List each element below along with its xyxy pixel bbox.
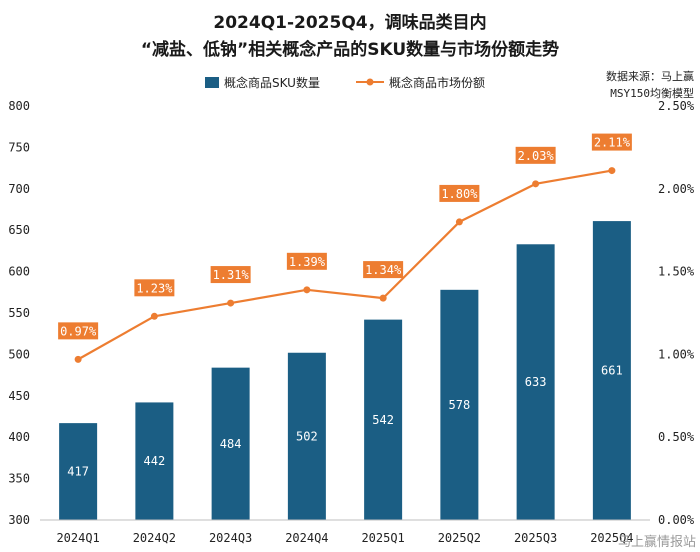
pct-label-box [210, 266, 251, 284]
pct-label: 2.11% [594, 136, 631, 150]
pct-label-box [439, 184, 480, 202]
right-tick-label: 2.50% [658, 99, 695, 113]
share-point [303, 286, 311, 294]
category-axis: 2024Q1 2024Q2 2024Q3 2024Q4 2025Q1 2025Q2 2025… [56, 531, 633, 545]
pct-label-box [134, 279, 175, 297]
pct-label: 1.39% [289, 255, 326, 269]
left-tick-label: 550 [8, 306, 30, 320]
chart-title-line1: 2024Q1-2025Q4，调味品类目内 [213, 12, 486, 33]
share-point [227, 299, 235, 307]
line-series [74, 167, 616, 363]
right-tick-label: 1.50% [658, 265, 695, 279]
pct-label: 1.23% [136, 281, 173, 295]
left-tick-label: 450 [8, 389, 30, 403]
pct-label: 1.34% [365, 263, 402, 277]
pct-label: 0.97% [60, 324, 97, 338]
right-tick-label: 0.50% [658, 430, 695, 444]
right-tick-label: 1.00% [658, 347, 695, 361]
pct-label-box [591, 133, 632, 151]
pct-labels: 0.97% 1.23% 1.31% 1.39% 1.34% 1.80% 2.03% 2.11% [58, 133, 632, 340]
bar-value-label: 542 [372, 413, 394, 427]
pct-label: 1.80% [441, 187, 478, 201]
right-tick-label: 0.00% [658, 513, 695, 527]
bar-value-label: 484 [220, 437, 242, 451]
bar-value-label: 442 [144, 454, 166, 468]
left-axis: 300 350 400 450 500 550 600 650 700 750 800 [8, 99, 30, 527]
bar-value-label: 661 [601, 364, 623, 378]
legend-bar-label: 概念商品SKU数量 [224, 75, 320, 90]
share-line [77, 169, 613, 361]
legend-bar-swatch [205, 77, 219, 88]
bar-series [59, 221, 631, 521]
left-tick-label: 600 [8, 265, 30, 279]
bar [516, 244, 555, 520]
legend: 概念商品SKU数量 概念商品市场份额 [205, 75, 485, 90]
bar-value-label: 417 [67, 465, 89, 479]
share-point [455, 218, 463, 226]
pct-label-box [58, 322, 99, 340]
left-tick-label: 700 [8, 182, 30, 196]
left-tick-label: 650 [8, 223, 30, 237]
pct-label: 1.31% [213, 268, 250, 282]
left-tick-label: 500 [8, 347, 30, 361]
category-tick-label: 2024Q3 [209, 531, 252, 545]
source-line1: 数据来源：马上赢 [606, 69, 694, 83]
bar [59, 423, 98, 520]
category-tick-label: 2025Q3 [514, 531, 557, 545]
pct-label-box [286, 252, 327, 270]
pct-label: 2.03% [518, 149, 555, 163]
bar [287, 352, 326, 520]
left-tick-label: 400 [8, 430, 30, 444]
bar [592, 221, 631, 521]
share-point [532, 180, 540, 188]
bar-value-label: 578 [449, 398, 471, 412]
category-tick-label: 2025Q1 [361, 531, 404, 545]
category-tick-label: 2025Q2 [438, 531, 481, 545]
chart-title-line2: “减盐、低钠”相关概念产品的SKU数量与市场份额走势 [141, 39, 559, 60]
pct-label-box [515, 146, 556, 164]
bar-value-label: 633 [525, 375, 547, 389]
bar-value-label: 502 [296, 429, 318, 443]
bar [211, 367, 250, 520]
legend-line-label: 概念商品市场份额 [389, 75, 485, 90]
legend-line-marker [366, 78, 374, 86]
left-tick-label: 350 [8, 472, 30, 486]
bar [364, 319, 403, 520]
bar [135, 402, 174, 520]
left-tick-label: 300 [8, 513, 30, 527]
bar [440, 289, 479, 520]
right-axis: 0.00% 0.50% 1.00% 1.50% 2.00% 2.50% [658, 99, 695, 527]
left-tick-label: 800 [8, 99, 30, 113]
share-point [608, 167, 616, 175]
left-tick-label: 750 [8, 140, 30, 154]
watermark: 马上赢情报站 [618, 534, 696, 550]
right-tick-label: 2.00% [658, 182, 695, 196]
category-tick-label: 2024Q1 [56, 531, 99, 545]
category-tick-label: 2025Q4 [590, 531, 633, 545]
share-point [74, 355, 82, 363]
share-point [150, 312, 158, 320]
category-tick-label: 2024Q2 [133, 531, 176, 545]
bar-labels: 417 442 484 502 542 578 633 661 [67, 364, 622, 479]
pct-label-box [363, 261, 404, 279]
share-point [379, 294, 387, 302]
source-line2: MSY150均衡模型 [610, 86, 694, 100]
category-tick-label: 2024Q4 [285, 531, 328, 545]
